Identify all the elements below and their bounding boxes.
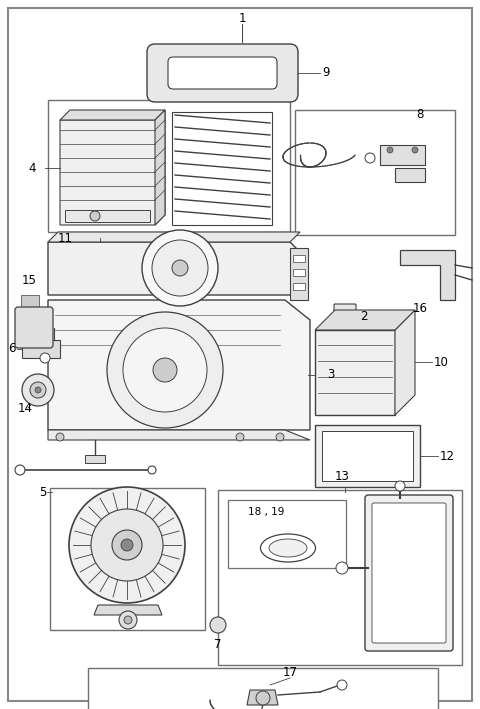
Bar: [50, 488, 205, 630]
Circle shape: [121, 539, 133, 551]
Circle shape: [15, 465, 25, 475]
Text: 2: 2: [360, 310, 368, 323]
Bar: [228, 500, 346, 568]
FancyBboxPatch shape: [334, 304, 356, 328]
Text: 10: 10: [434, 355, 449, 369]
Text: 17: 17: [283, 666, 298, 679]
Bar: [293, 255, 305, 262]
Bar: [322, 431, 413, 481]
Circle shape: [148, 466, 156, 474]
Circle shape: [107, 312, 223, 428]
Text: 5: 5: [38, 486, 46, 498]
Bar: [48, 100, 290, 232]
FancyBboxPatch shape: [15, 307, 53, 348]
FancyBboxPatch shape: [168, 57, 277, 89]
Bar: [85, 455, 105, 463]
Circle shape: [40, 353, 50, 363]
Circle shape: [69, 487, 185, 603]
Bar: [293, 283, 305, 290]
Circle shape: [56, 433, 64, 441]
Text: 3: 3: [327, 369, 335, 381]
Text: 4: 4: [28, 162, 36, 174]
Bar: [293, 269, 305, 276]
Text: 13: 13: [335, 469, 350, 483]
Circle shape: [22, 374, 54, 406]
Circle shape: [395, 481, 405, 491]
Bar: [395, 168, 425, 182]
Circle shape: [412, 147, 418, 153]
Text: 14: 14: [18, 401, 33, 415]
Circle shape: [90, 211, 100, 221]
Polygon shape: [400, 250, 455, 300]
Circle shape: [365, 153, 375, 163]
Bar: [22, 340, 60, 358]
Polygon shape: [48, 242, 300, 295]
Polygon shape: [48, 232, 300, 242]
Polygon shape: [94, 605, 162, 615]
Text: 7: 7: [214, 639, 222, 652]
Circle shape: [172, 260, 188, 276]
Circle shape: [30, 382, 46, 398]
Bar: [21, 295, 39, 317]
Circle shape: [124, 616, 132, 624]
Bar: [218, 490, 462, 665]
Polygon shape: [247, 690, 278, 705]
Bar: [380, 145, 425, 165]
Text: 11: 11: [58, 232, 73, 245]
Text: 9: 9: [322, 67, 329, 79]
Polygon shape: [315, 330, 395, 415]
Bar: [290, 248, 308, 300]
Polygon shape: [48, 430, 310, 440]
Circle shape: [123, 328, 207, 412]
Circle shape: [35, 387, 41, 393]
Circle shape: [276, 433, 284, 441]
Polygon shape: [155, 110, 165, 225]
Ellipse shape: [269, 539, 307, 557]
Text: 16: 16: [412, 301, 428, 315]
Text: 15: 15: [22, 274, 37, 286]
Ellipse shape: [261, 534, 315, 562]
Circle shape: [119, 611, 137, 629]
Circle shape: [142, 230, 218, 306]
Polygon shape: [60, 110, 165, 225]
FancyBboxPatch shape: [365, 495, 453, 651]
Polygon shape: [395, 310, 415, 415]
Circle shape: [210, 617, 226, 633]
Text: 8: 8: [416, 108, 424, 121]
Text: 12: 12: [440, 450, 455, 462]
Circle shape: [236, 433, 244, 441]
Polygon shape: [60, 110, 165, 120]
Polygon shape: [48, 300, 310, 430]
Bar: [315, 425, 420, 487]
Circle shape: [387, 147, 393, 153]
Bar: [88, 668, 438, 709]
Circle shape: [152, 240, 208, 296]
Text: 6: 6: [9, 342, 16, 355]
Circle shape: [91, 509, 163, 581]
Bar: [65, 210, 150, 222]
FancyBboxPatch shape: [147, 44, 298, 102]
Polygon shape: [315, 310, 415, 330]
Text: 18 , 19: 18 , 19: [248, 507, 284, 517]
Text: 1: 1: [238, 11, 246, 25]
Circle shape: [112, 530, 142, 560]
Circle shape: [256, 691, 270, 705]
FancyBboxPatch shape: [372, 503, 446, 643]
Polygon shape: [295, 110, 455, 235]
Circle shape: [153, 358, 177, 382]
Circle shape: [337, 680, 347, 690]
Circle shape: [336, 562, 348, 574]
